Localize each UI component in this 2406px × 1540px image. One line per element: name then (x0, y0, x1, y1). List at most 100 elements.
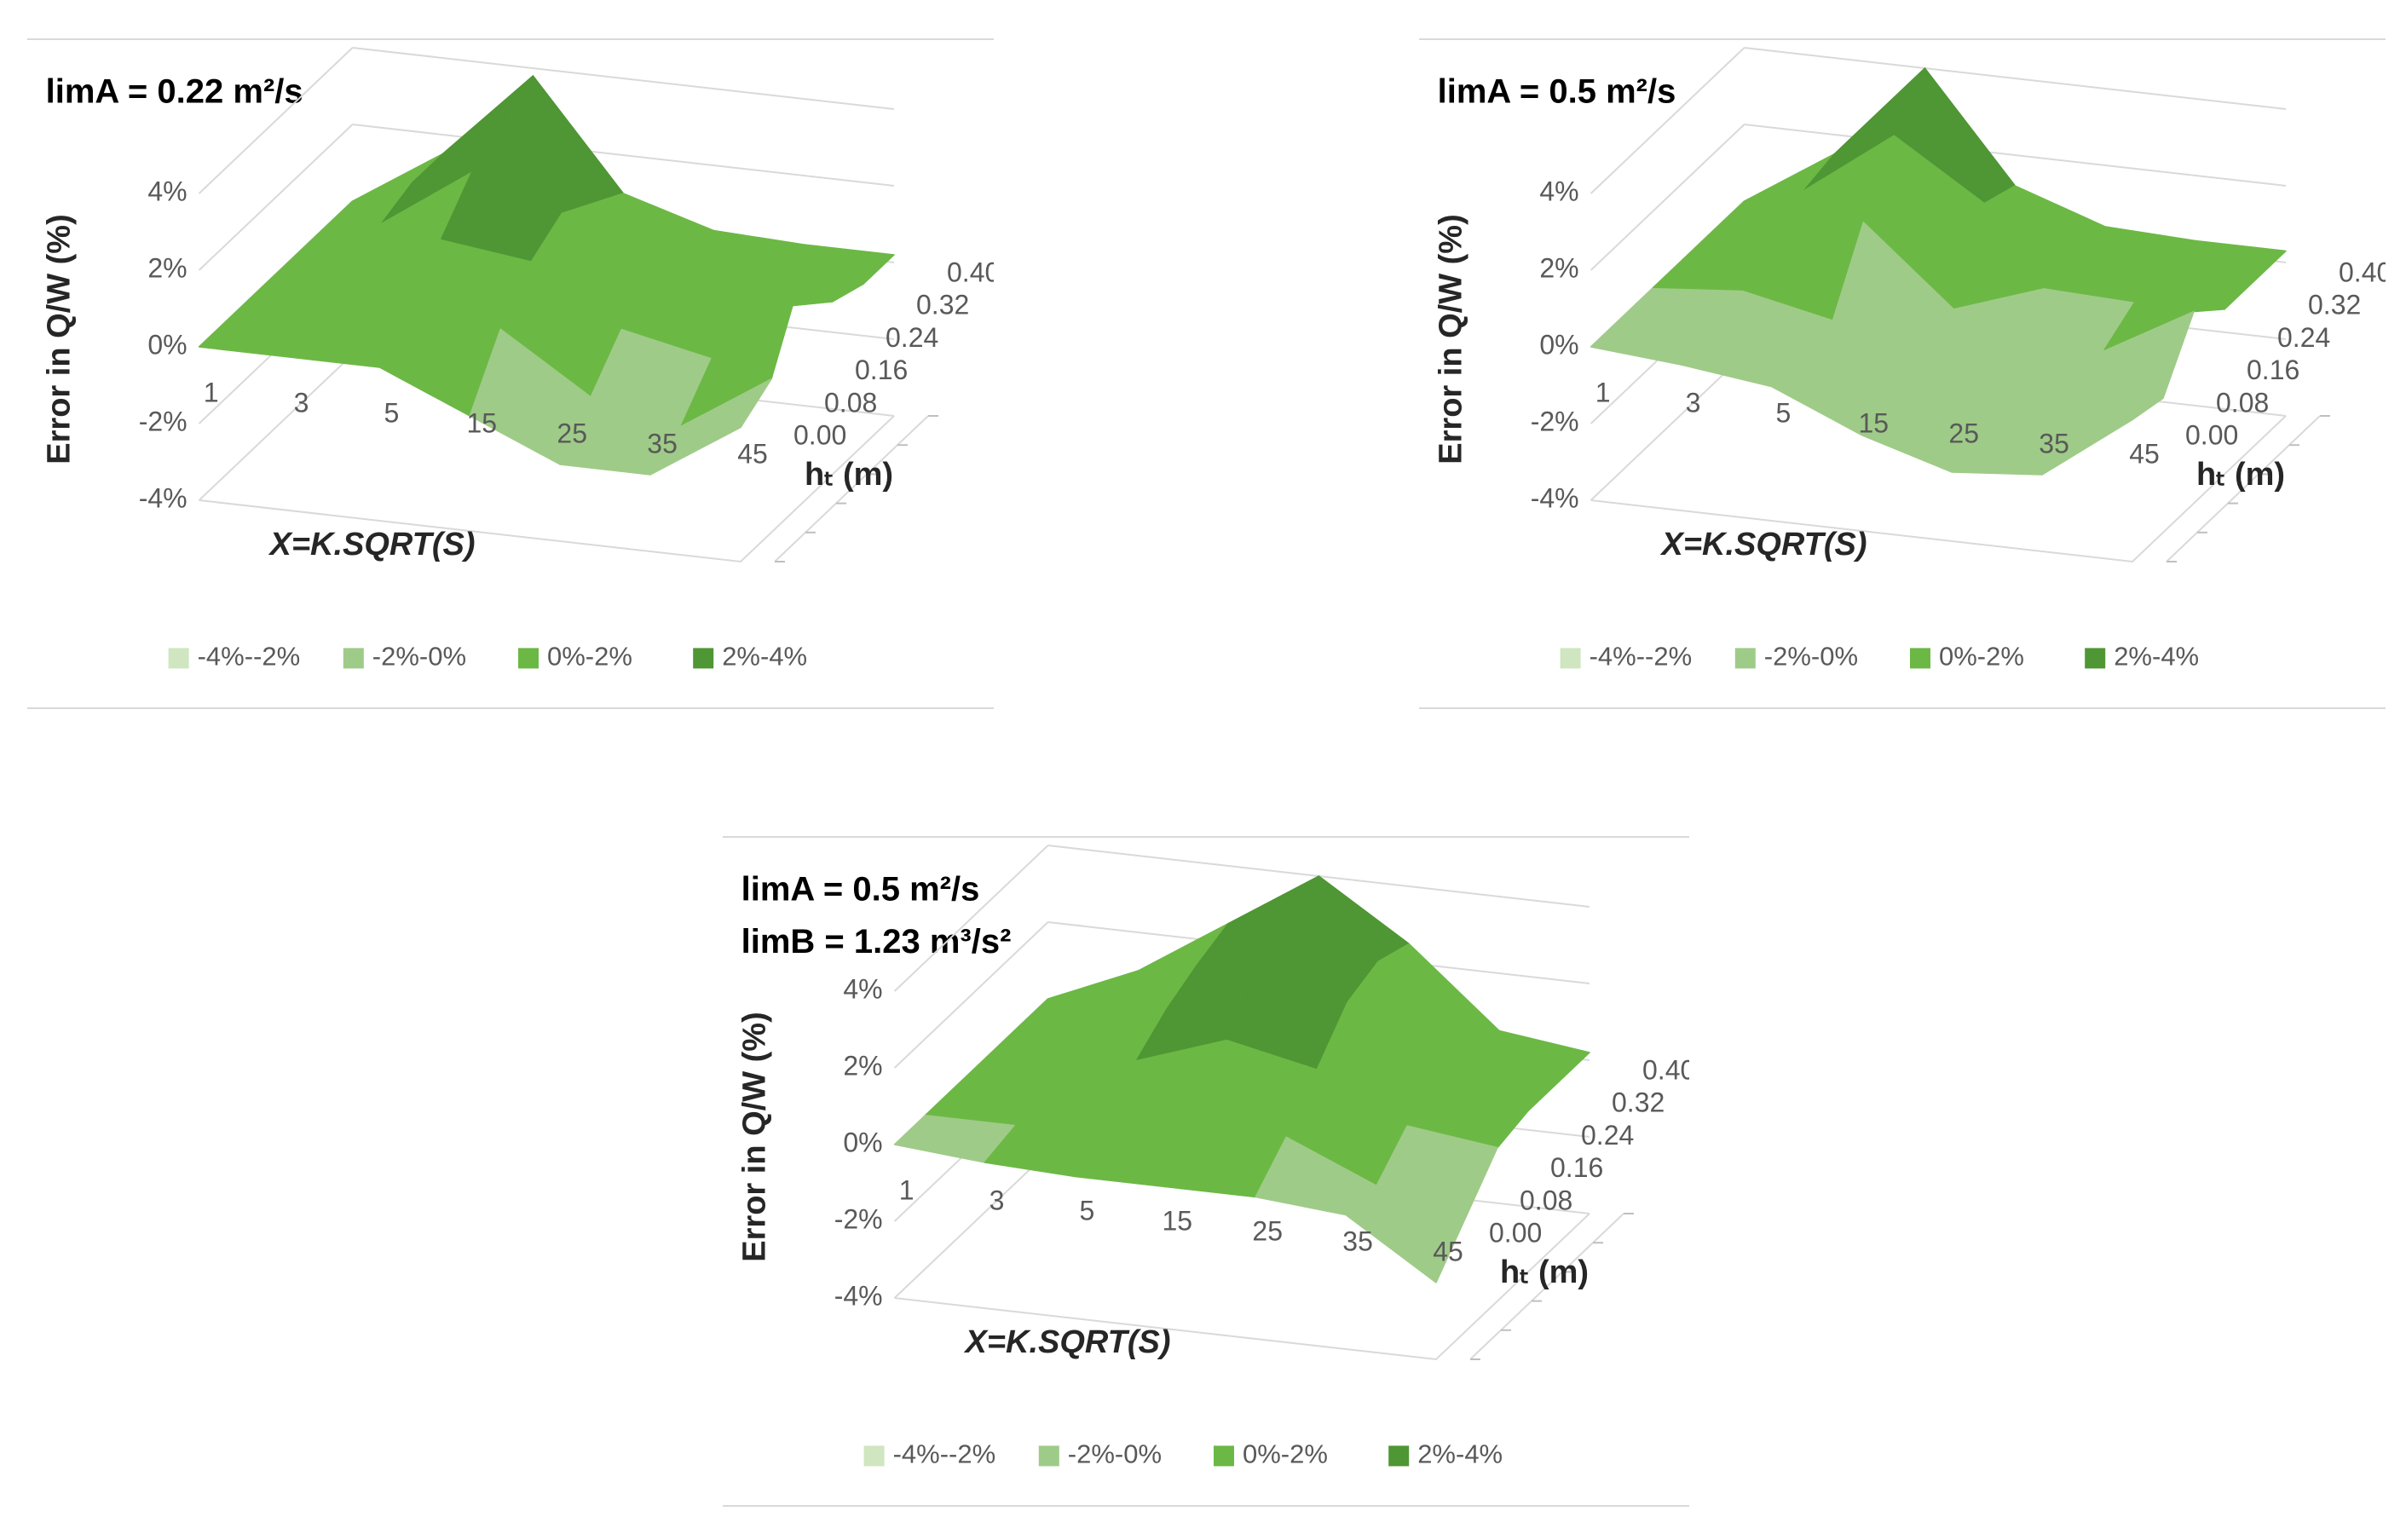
x-tick-label: 1 (899, 1174, 915, 1205)
legend-label: 2%-4% (2114, 642, 2199, 672)
legend-label: -2%-0% (1068, 1439, 1162, 1469)
chart-title: limA = 0.5 m²/s (1438, 73, 1676, 111)
y-tick-label: 0.32 (1612, 1087, 1665, 1118)
y-tick-label: 0.40 (2339, 257, 2386, 287)
grid-line (198, 47, 354, 194)
z-axis-title: Error in Q/W (%) (42, 214, 78, 464)
y-tick-label: 0.32 (916, 290, 969, 320)
y-tick-label: 0.24 (1581, 1120, 1634, 1151)
grid-line (1744, 47, 2287, 110)
grid-line (352, 47, 895, 110)
y-tick-label: 0.00 (793, 419, 846, 450)
floor-edge (894, 1213, 1590, 1361)
chart-panel: limA = 0.5 m²/s -4% -2% 0% 2% 4% 1 3 5 15 25 35 45 0.… (1419, 38, 2386, 709)
x-tick-label: 5 (1080, 1195, 1095, 1226)
z-tick-label: -2% (139, 406, 188, 436)
z-tick-label: 0% (147, 329, 187, 360)
z-tick-label: 0% (1539, 329, 1578, 360)
chart-panel: limA = 0.22 m²/s -4% -2% 0% 2% 4% 1 3 5 15 25 35 45 0… (27, 38, 994, 709)
grid-line (893, 845, 1049, 992)
x-axis-title: X=K.SQRT(S) (268, 527, 475, 562)
x-tick-label: 35 (2039, 428, 2069, 459)
chart: limA = 0.22 m²/s-4%-2%0%2%4%1 3 5 15 25 35 450… (42, 47, 994, 672)
y-tick-label: 0.00 (2185, 419, 2238, 450)
y-tick-label: 0.24 (2277, 322, 2330, 353)
floor-edge (199, 415, 895, 563)
y-axis-title: hₜ (m) (1500, 1254, 1589, 1290)
y-tick-label: 0.24 (886, 322, 938, 353)
grid-line (893, 921, 1049, 1069)
z-axis-title: Error in Q/W (%) (1434, 214, 1469, 464)
z-tick-label: 4% (147, 176, 187, 206)
z-tick-label: -2% (1531, 406, 1579, 436)
chart-panel: limA = 0.5 m²/s limB = 1.23 m³/s² -4% -2% 0%… (723, 836, 1689, 1507)
legend-swatch (1734, 648, 1756, 669)
z-tick-label: -4% (834, 1280, 883, 1311)
y-axis-title: hₜ (m) (805, 457, 893, 493)
chart-title: limA = 0.22 m²/s (46, 73, 303, 111)
legend-label: 2%-4% (722, 642, 807, 672)
chart-title: limA = 0.5 m²/s (741, 871, 980, 908)
legend-swatch (518, 648, 539, 669)
y-tick-label: 0.00 (1489, 1217, 1542, 1248)
x-tick-label: 3 (294, 387, 309, 418)
x-tick-label: 15 (1859, 407, 1890, 438)
y-axis-line (1469, 1213, 1624, 1360)
y-tick-label: 0.08 (824, 387, 877, 418)
x-tick-label: 15 (1163, 1205, 1193, 1236)
y-tick-label: 0.40 (1642, 1054, 1689, 1085)
x-tick-label: 25 (1948, 418, 1979, 448)
grid-line (1590, 354, 1745, 501)
y-tick-label: 0.16 (855, 355, 908, 385)
x-axis-title: X=K.SQRT(S) (1659, 527, 1867, 562)
grid-line (1590, 47, 1745, 194)
z-axis-title: Error in Q/W (%) (737, 1012, 773, 1261)
legend-swatch (1038, 1445, 1059, 1467)
y-tick-label: 0.08 (2216, 387, 2269, 418)
x-axis-title: X=K.SQRT(S) (963, 1324, 1170, 1360)
legend-label: -2%-0% (1764, 642, 1858, 672)
y-axis-line (2166, 415, 2321, 562)
y-axis-line (774, 415, 929, 562)
legend-swatch (343, 648, 364, 669)
grid-line (1744, 124, 2287, 187)
legend-swatch (168, 648, 189, 669)
grid-line (352, 124, 895, 187)
x-tick-label: 1 (204, 377, 219, 407)
grid-line (198, 124, 354, 271)
legend-label: -2%-0% (372, 642, 466, 672)
legend-label: 0%-2% (1939, 642, 2024, 672)
x-tick-label: 45 (1433, 1236, 1463, 1266)
grid-line (893, 1151, 1049, 1299)
legend-swatch (693, 648, 714, 669)
legend-label: 0%-2% (1243, 1439, 1328, 1469)
chart-title: limB = 1.23 m³/s² (741, 923, 1012, 960)
legend-label: -4%--2% (198, 642, 301, 672)
x-tick-label: 45 (737, 438, 768, 469)
y-tick-label: 0.08 (1520, 1185, 1572, 1215)
legend-swatch (1560, 648, 1581, 669)
x-tick-label: 25 (557, 418, 587, 448)
chart: limA = 0.5 m²/s-4%-2%0%2%4%1 3 5 15 25 35 450.… (1434, 47, 2386, 672)
grid-line (1590, 124, 1745, 271)
z-tick-label: 2% (147, 252, 187, 283)
z-tick-label: 2% (843, 1050, 882, 1081)
z-tick-label: 2% (1539, 252, 1578, 283)
x-tick-label: 3 (990, 1185, 1005, 1215)
legend-label: -4%--2% (893, 1439, 996, 1469)
x-tick-label: 5 (384, 397, 400, 428)
surface-cell (1345, 1185, 1468, 1283)
grid-line (198, 354, 354, 501)
x-tick-label: 5 (1776, 397, 1792, 428)
legend-label: -4%--2% (1590, 642, 1693, 672)
x-tick-label: 35 (647, 428, 678, 459)
y-tick-label: 0.16 (2247, 355, 2299, 385)
x-tick-label: 25 (1252, 1215, 1283, 1246)
y-tick-label: 0.32 (2308, 290, 2361, 320)
z-tick-label: 0% (843, 1127, 882, 1157)
x-tick-label: 45 (2129, 438, 2160, 469)
y-tick-label: 0.40 (947, 257, 994, 287)
legend-swatch (1214, 1445, 1234, 1467)
legend-swatch (1388, 1445, 1410, 1467)
z-tick-label: 4% (843, 973, 882, 1004)
